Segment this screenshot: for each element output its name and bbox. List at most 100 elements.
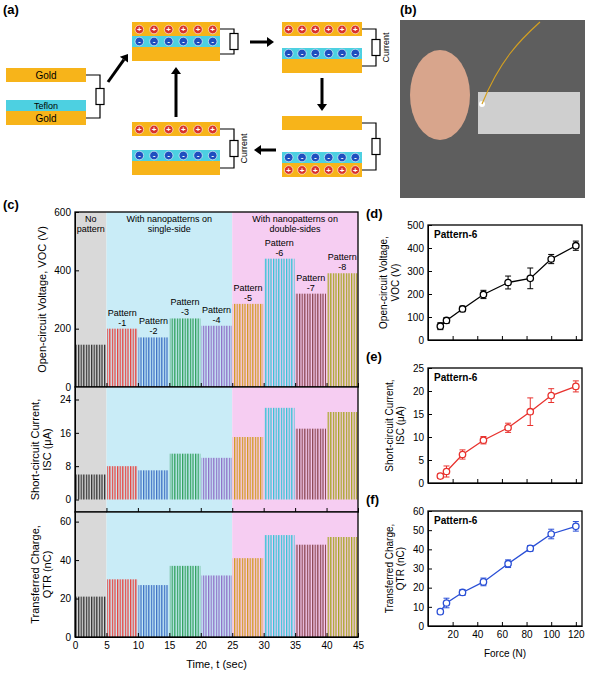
tick (502, 479, 503, 483)
axis-line (75, 513, 76, 638)
tick: 60 (497, 622, 509, 640)
tick: 300 (407, 266, 432, 277)
data-point (505, 561, 511, 567)
negative-charge (298, 153, 307, 162)
signal-segment (296, 545, 326, 637)
plot-area (75, 212, 358, 387)
tick-mark (75, 466, 79, 467)
tick: 10 (413, 602, 432, 613)
teflon-layer (282, 152, 362, 163)
flow-arrow (261, 149, 276, 152)
charge-sign: - (314, 153, 317, 162)
charge-sign: - (153, 37, 156, 46)
charge-sign: - (327, 49, 330, 58)
charge-sign: + (286, 166, 291, 175)
teng-state: +-+-+-+-+-+-Current (132, 122, 249, 175)
charge-sign: + (300, 166, 305, 175)
tick (551, 336, 552, 340)
error-bar (443, 598, 449, 608)
tick-mark (138, 633, 139, 637)
tspan: pattern (77, 224, 105, 234)
tick (576, 336, 577, 340)
y-axis: 0204060 (60, 513, 79, 643)
tick-label: 200 (54, 323, 71, 334)
error-bar (573, 381, 579, 392)
tick-mark (453, 622, 454, 626)
error-bar (548, 389, 554, 403)
tick: 24 (60, 394, 79, 405)
negative-charge (324, 49, 333, 58)
tick-label: 300 (407, 266, 424, 277)
error-bar (459, 306, 465, 312)
tspan: With nanopatterns on (252, 214, 338, 224)
charge-sign: + (300, 25, 305, 34)
region-band (75, 387, 106, 512)
gold-layer (132, 47, 220, 61)
tick-mark (264, 633, 265, 637)
charge-sign: + (137, 25, 142, 34)
tick (551, 479, 552, 483)
tspan: -7 (307, 283, 315, 293)
signal-segment (264, 259, 294, 387)
positive-charge (311, 166, 320, 175)
charge-sign: + (210, 125, 215, 134)
tick-label: 20 (196, 640, 208, 651)
tick-mark (201, 633, 202, 637)
error-bar (548, 254, 554, 263)
data-point (505, 425, 511, 431)
tick-label: 30 (413, 563, 425, 574)
tick: 60 (60, 516, 79, 527)
layer-label: Gold (35, 70, 56, 81)
tick-mark (428, 225, 432, 226)
y-axis: 081624 (60, 388, 79, 513)
tick-label: 20 (60, 593, 72, 604)
signal-segment (233, 304, 263, 387)
tspan: Pattern (296, 273, 325, 283)
negative-charge (164, 37, 173, 46)
gold-layer (132, 161, 220, 175)
tick: 40 (60, 555, 79, 566)
charge-sign: - (138, 151, 141, 160)
charge-sign: - (314, 49, 317, 58)
signal-segment (327, 273, 357, 387)
tick-label: 10 (413, 432, 425, 443)
axis-title: Transferred Charge,QTR (nC) (29, 525, 54, 624)
axis-line (76, 637, 359, 638)
charge-sign: + (340, 166, 345, 175)
charge-sign: - (287, 153, 290, 162)
tspan: Open-circuit Voltage, VOC (V) (36, 226, 48, 373)
negative-charge (194, 151, 203, 160)
signal-segment (327, 412, 357, 500)
tick-mark (527, 336, 528, 340)
flow-arrow-head (171, 67, 181, 74)
tspan: -6 (275, 248, 283, 258)
tick-mark (75, 212, 79, 213)
teng-state: +-+-+-+-+-+- (132, 22, 238, 61)
resistor (230, 34, 238, 50)
tspan: Short-circuit Current, (29, 399, 41, 500)
error-bar (505, 423, 511, 432)
data-point (548, 392, 554, 398)
plot-frame (428, 511, 582, 626)
tick-mark (428, 317, 432, 318)
tick-label: 20 (448, 629, 460, 640)
tick-mark (477, 336, 478, 340)
charge-sign: + (181, 125, 186, 134)
teng-diagram: GoldTeflonGold+-+-+-+-+-+-+-+-+-+-+-+-Cu… (6, 22, 391, 177)
segment-label: Pattern-7 (296, 273, 325, 293)
axis-title: Time, t (sec) (186, 658, 247, 670)
error-bar (459, 590, 465, 596)
tick-label: 100 (407, 312, 424, 323)
region-band (232, 212, 358, 387)
tick-mark (428, 549, 432, 550)
teflon-layer (282, 48, 362, 59)
negative-charge (311, 49, 320, 58)
tick: 15 (164, 633, 176, 651)
tick-mark (428, 483, 432, 484)
data-point (437, 323, 443, 329)
tspan: Short-circuit Current, (384, 379, 395, 471)
resistor (372, 139, 380, 155)
panel-label: (b) (400, 2, 417, 17)
charge-sign: + (196, 25, 201, 34)
error-bar (459, 450, 465, 459)
